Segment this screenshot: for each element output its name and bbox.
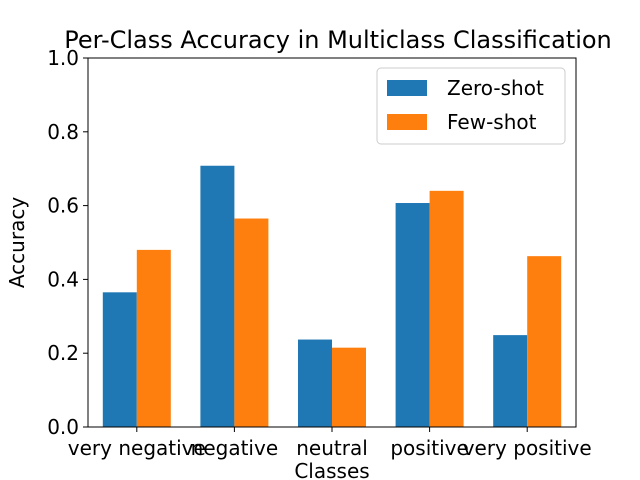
y-tick-label: 1.0 bbox=[47, 46, 79, 70]
bar-few-shot-negative bbox=[234, 218, 269, 427]
y-axis-label: Accuracy bbox=[5, 197, 29, 288]
bar-zero-shot-positive bbox=[395, 203, 430, 427]
x-tick-label: positive bbox=[390, 436, 468, 460]
x-tick-label: negative bbox=[191, 436, 278, 460]
bars-group bbox=[102, 165, 562, 428]
chart-title: Per-Class Accuracy in Multiclass Classif… bbox=[64, 26, 612, 54]
legend: Zero-shot Few-shot bbox=[376, 67, 566, 145]
legend-swatch bbox=[387, 114, 427, 130]
legend-swatch bbox=[387, 80, 427, 96]
bar-zero-shot-neutral bbox=[298, 339, 332, 427]
bar-zero-shot-very-negative bbox=[102, 292, 137, 427]
bar-zero-shot-negative bbox=[200, 165, 235, 428]
y-tick-label: 0.2 bbox=[47, 341, 79, 365]
legend-label: Zero-shot bbox=[447, 76, 544, 100]
x-axis-label: Classes bbox=[294, 459, 369, 480]
y-tick-label: 0.6 bbox=[47, 194, 79, 218]
x-tick-label: neutral bbox=[296, 436, 368, 460]
bar-zero-shot-very-positive bbox=[493, 335, 528, 427]
y-tick-label: 0.0 bbox=[47, 415, 79, 439]
x-tick-label: very positive bbox=[463, 436, 592, 460]
bar-few-shot-very-negative bbox=[136, 249, 171, 427]
bar-few-shot-neutral bbox=[332, 347, 366, 427]
legend-label: Few-shot bbox=[447, 110, 537, 134]
bar-few-shot-very-positive bbox=[527, 256, 562, 427]
x-tick-label: very negative bbox=[68, 436, 206, 460]
y-tick-label: 0.8 bbox=[47, 120, 79, 144]
bar-few-shot-positive bbox=[429, 190, 464, 427]
y-tick-label: 0.4 bbox=[47, 267, 79, 291]
y-axis: 0.0 0.2 0.4 0.6 0.8 1.0 bbox=[47, 46, 88, 439]
